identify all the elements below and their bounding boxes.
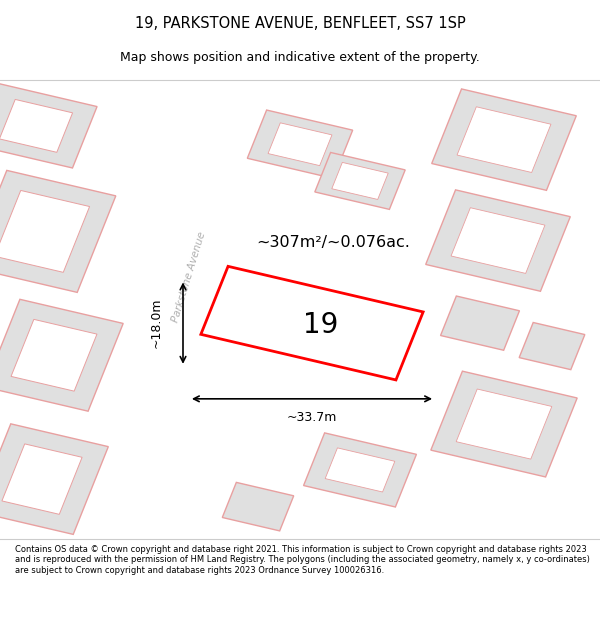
Polygon shape (11, 319, 97, 391)
Polygon shape (2, 444, 82, 514)
Text: ~18.0m: ~18.0m (149, 298, 163, 348)
Polygon shape (332, 162, 388, 199)
Polygon shape (519, 322, 585, 369)
Polygon shape (426, 190, 570, 291)
Polygon shape (0, 99, 73, 152)
Polygon shape (0, 171, 116, 292)
Polygon shape (0, 191, 89, 272)
Text: ~307m²/~0.076ac.: ~307m²/~0.076ac. (256, 236, 410, 251)
Polygon shape (440, 296, 520, 350)
Polygon shape (457, 107, 551, 172)
Text: Contains OS data © Crown copyright and database right 2021. This information is : Contains OS data © Crown copyright and d… (15, 545, 590, 574)
Polygon shape (247, 110, 353, 178)
Polygon shape (0, 84, 97, 168)
Polygon shape (325, 448, 395, 492)
Polygon shape (0, 424, 109, 534)
Polygon shape (304, 433, 416, 507)
Text: ~33.7m: ~33.7m (287, 411, 337, 424)
Text: 19, PARKSTONE AVENUE, BENFLEET, SS7 1SP: 19, PARKSTONE AVENUE, BENFLEET, SS7 1SP (134, 16, 466, 31)
Polygon shape (315, 152, 405, 209)
Polygon shape (451, 208, 545, 273)
Polygon shape (431, 371, 577, 477)
Polygon shape (120, 80, 276, 539)
Polygon shape (456, 389, 552, 459)
Text: Parkstone Avenue: Parkstone Avenue (170, 231, 208, 324)
Polygon shape (432, 89, 576, 191)
Polygon shape (268, 123, 332, 166)
Text: Map shows position and indicative extent of the property.: Map shows position and indicative extent… (120, 51, 480, 64)
Polygon shape (0, 299, 123, 411)
Polygon shape (222, 482, 294, 531)
Polygon shape (201, 266, 423, 380)
Text: 19: 19 (304, 311, 338, 339)
